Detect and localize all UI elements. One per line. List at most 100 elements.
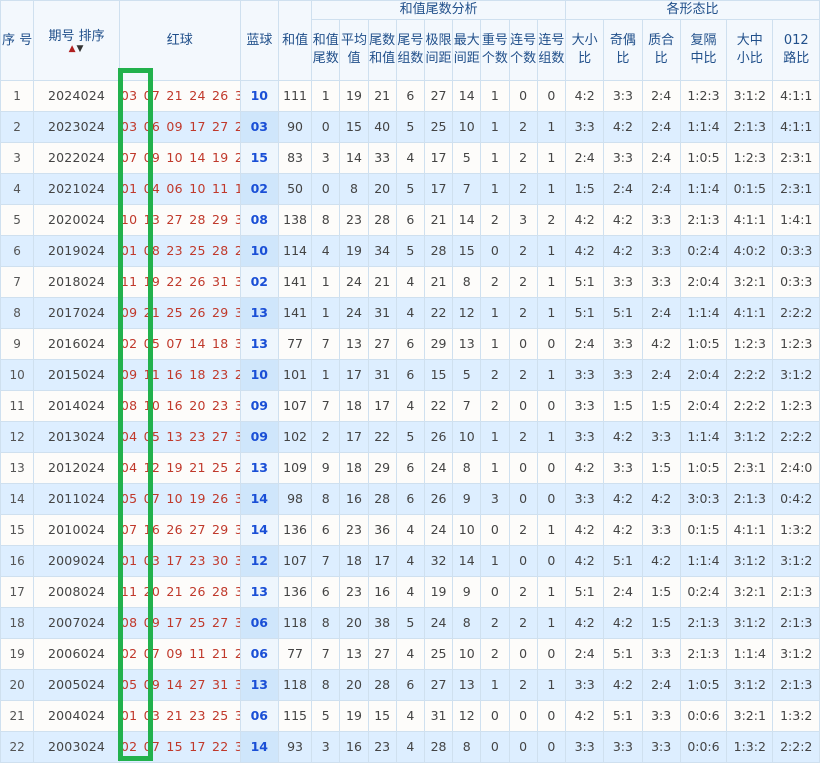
row-issue-number[interactable]: 2022024 — [33, 141, 120, 174]
row-issue-number[interactable]: 2020024 — [33, 203, 120, 236]
row-cell-bms: 0:1:5 — [726, 172, 774, 205]
row-issue-number[interactable]: 2024024 — [33, 79, 120, 112]
row-cell-repeat: 0 — [480, 234, 510, 267]
red-ball-number: 25 — [189, 615, 206, 631]
row-issue-number[interactable]: 2010024 — [33, 513, 120, 546]
header-repgap[interactable]: 复隔 中比 — [679, 18, 728, 81]
row-cell-bigsmall: 4:2 — [564, 234, 605, 267]
row-index: 12 — [0, 420, 35, 453]
row-index: 6 — [0, 234, 35, 267]
red-ball-number: 08 — [120, 398, 138, 414]
row-cell-repgap: 2:0:4 — [679, 358, 728, 391]
row-cell-oddeven: 1:5 — [603, 389, 643, 422]
header-tailsum[interactable]: 尾数 和值 — [367, 18, 397, 81]
row-cell-avg: 23 — [339, 575, 369, 608]
header-idx[interactable]: 序 号 — [0, 0, 35, 81]
row-cell-oddeven: 3:3 — [603, 358, 643, 391]
header-road012[interactable]: 012 路比 — [772, 18, 820, 81]
row-issue-number[interactable]: 2015024 — [33, 358, 120, 391]
row-issue-number[interactable]: 2018024 — [33, 265, 120, 298]
row-issue-number[interactable]: 2007024 — [33, 606, 120, 639]
sort-arrows-icon[interactable]: ▲▼ — [68, 44, 85, 55]
row-issue-number[interactable]: 2013024 — [33, 420, 120, 453]
red-ball-number: 31 — [212, 274, 229, 290]
header-bms[interactable]: 大中 小比 — [726, 18, 774, 81]
row-cell-repeat: 1 — [480, 79, 510, 112]
row-issue-number[interactable]: 2016024 — [33, 327, 120, 360]
row-issue-number[interactable]: 2014024 — [33, 389, 120, 422]
row-index: 17 — [0, 575, 35, 608]
row-cell-repgap: 0:0:6 — [679, 730, 728, 763]
red-ball-number: 19 — [166, 460, 183, 476]
row-issue-number[interactable]: 2023024 — [33, 110, 120, 143]
row-cell-bigsmall: 3:3 — [564, 110, 605, 143]
row-issue-number[interactable]: 2005024 — [33, 668, 120, 701]
row-issue-number[interactable]: 2021024 — [33, 172, 120, 205]
header-blue-ball[interactable]: 蓝球 — [239, 0, 279, 81]
row-cell-bigsmall: 5:1 — [564, 296, 605, 329]
header-consecgrp[interactable]: 连号 组数 — [536, 18, 567, 81]
row-issue-number[interactable]: 2009024 — [33, 544, 120, 577]
header-red-balls[interactable]: 红球 — [118, 0, 241, 81]
row-issue-number[interactable]: 2006024 — [33, 637, 120, 670]
header-repeat[interactable]: 重号 个数 — [480, 18, 510, 81]
row-blue-ball: 08 — [239, 203, 279, 236]
header-primecomp[interactable]: 质合比 — [641, 18, 681, 81]
row-cell-tailsum: 22 — [367, 420, 397, 453]
header-bigsmall-bottom: 比 — [578, 50, 592, 66]
header-tailgrp[interactable]: 尾号 组数 — [395, 18, 425, 81]
row-issue-number[interactable]: 2004024 — [33, 699, 120, 732]
row-cell-tailgrp: 6 — [395, 358, 425, 391]
red-ball-number: 17 — [166, 615, 183, 631]
header-issue[interactable]: 期号 排序 ▲▼ — [33, 0, 120, 81]
row-cell-tailsum: 38 — [367, 606, 397, 639]
header-consec-top: 连号 — [510, 33, 537, 48]
header-consec[interactable]: 连号 个数 — [508, 18, 538, 81]
row-blue-ball: 06 — [239, 637, 279, 670]
row-issue-number[interactable]: 2017024 — [33, 296, 120, 329]
row-issue-number[interactable]: 2011024 — [33, 482, 120, 515]
row-index: 15 — [0, 513, 35, 546]
header-maxgap[interactable]: 最大 间距 — [452, 18, 482, 81]
row-cell-oddeven: 4:2 — [603, 420, 643, 453]
row-issue-number[interactable]: 2008024 — [33, 575, 120, 608]
row-blue-ball: 10 — [239, 79, 279, 112]
row-issue-number[interactable]: 2012024 — [33, 451, 120, 484]
header-subrow: 和值 尾数 平均值 尾数 和值 尾号 组数 极限 间距 最大 间距 重号 个数 连号 个数 连… — [1, 18, 820, 81]
header-sum[interactable]: 和值 — [277, 0, 313, 81]
header-limgap[interactable]: 极限 间距 — [423, 18, 454, 81]
header-oddeven[interactable]: 奇偶比 — [603, 18, 643, 81]
row-issue-number[interactable]: 2019024 — [33, 234, 120, 267]
row-cell-oddeven: 4:2 — [603, 234, 643, 267]
row-index: 20 — [0, 668, 35, 701]
header-blue-ball-label: 蓝球 — [246, 32, 273, 48]
row-issue-number[interactable]: 2003024 — [33, 730, 120, 763]
header-bigsmall[interactable]: 大小比 — [564, 18, 605, 81]
header-avg[interactable]: 平均值 — [339, 18, 369, 81]
row-cell-tailgrp: 5 — [395, 110, 425, 143]
header-issue-sort-label[interactable]: 排序 — [78, 28, 105, 44]
header-sumtail[interactable]: 和值 尾数 — [311, 18, 341, 81]
